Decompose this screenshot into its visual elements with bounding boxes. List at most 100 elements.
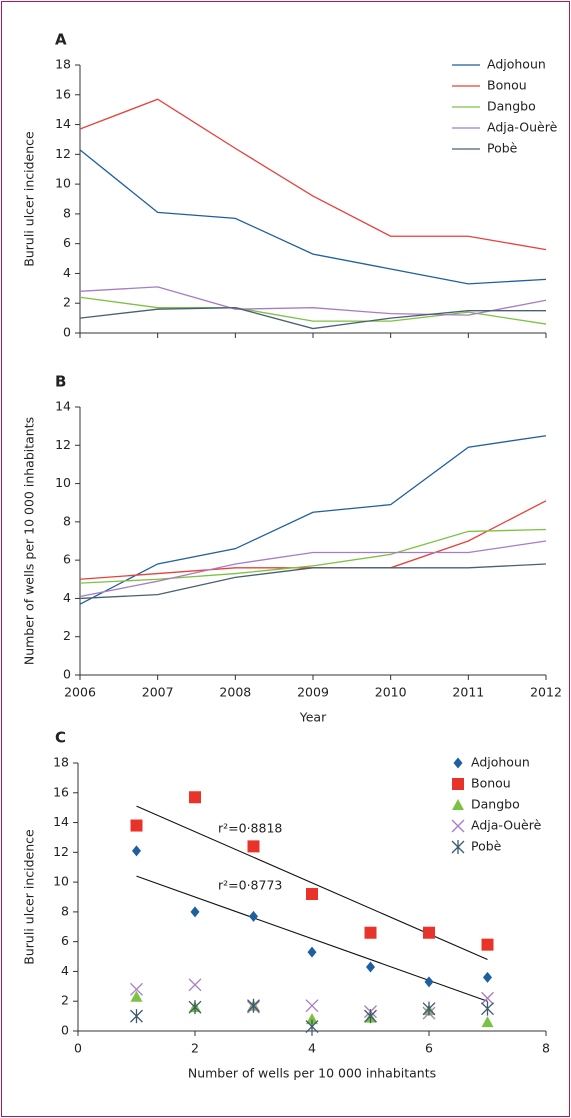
y-tick-label: 6 xyxy=(61,933,69,948)
marker xyxy=(188,978,202,992)
marker xyxy=(305,1019,319,1034)
legend-label: Adja-Ouèrè xyxy=(487,120,558,135)
x-axis-label: Number of wells per 10 000 inhabitants xyxy=(188,1066,436,1081)
y-tick-label: 4 xyxy=(63,590,71,605)
y-tick-label: 14 xyxy=(55,399,71,414)
legend-label: Dangbo xyxy=(471,797,520,812)
legend-swatch xyxy=(451,840,465,854)
y-axis-label: Buruli ulcer incidence xyxy=(22,829,37,965)
marker xyxy=(422,1001,436,1016)
marker xyxy=(481,1016,494,1028)
y-tick-label: 0 xyxy=(63,667,71,682)
marker xyxy=(423,926,435,939)
marker xyxy=(307,946,317,958)
marker xyxy=(247,840,260,853)
marker xyxy=(249,910,258,922)
x-tick-label: 2011 xyxy=(452,685,484,700)
x-tick-label: 2008 xyxy=(219,685,251,700)
x-tick-label: 2012 xyxy=(530,685,562,700)
trendline-label: r²=0·8773 xyxy=(218,878,282,893)
line xyxy=(79,296,547,325)
line xyxy=(79,286,547,316)
y-tick-label: 14 xyxy=(55,116,71,131)
marker xyxy=(481,938,494,951)
marker xyxy=(130,982,143,996)
line xyxy=(79,540,547,598)
marker xyxy=(366,961,375,973)
y-tick-label: 10 xyxy=(55,475,71,490)
legend-swatch xyxy=(451,819,465,833)
legend-swatch xyxy=(452,799,464,810)
marker xyxy=(483,971,492,983)
y-tick-label: 16 xyxy=(55,86,71,101)
marker xyxy=(306,888,318,901)
x-tick-label: 0 xyxy=(74,1041,82,1056)
legend-label: Pobè xyxy=(487,141,518,156)
line xyxy=(79,149,547,285)
legend-label: Bonou xyxy=(471,776,511,791)
marker xyxy=(132,845,141,857)
legend-swatch xyxy=(452,778,464,790)
y-tick-label: 12 xyxy=(55,146,71,161)
x-axis-label: Year xyxy=(299,710,327,725)
y-tick-label: 16 xyxy=(53,784,69,799)
line xyxy=(79,307,546,330)
x-tick-label: 2007 xyxy=(142,685,174,700)
line xyxy=(79,435,547,605)
marker xyxy=(305,999,319,1013)
y-tick-label: 10 xyxy=(53,874,69,889)
y-tick-label: 2 xyxy=(61,993,69,1008)
legend-label: Adjohoun xyxy=(471,755,530,770)
x-tick-label: 8 xyxy=(542,1041,550,1056)
marker xyxy=(130,990,143,1002)
marker xyxy=(306,1013,318,1025)
y-tick-label: 14 xyxy=(53,814,69,829)
marker xyxy=(481,1001,494,1016)
y-tick-label: 2 xyxy=(63,628,71,643)
marker xyxy=(188,1000,202,1015)
y-axis-label: Number of wells per 10 000 inhabitants xyxy=(22,417,37,665)
x-tick-label: 4 xyxy=(308,1041,316,1056)
marker xyxy=(364,926,377,939)
marker xyxy=(247,998,260,1013)
marker xyxy=(364,1009,377,1024)
marker xyxy=(189,791,201,804)
panel-label: C xyxy=(55,729,66,747)
legend-label: Adja-Ouèrè xyxy=(471,818,542,833)
line xyxy=(79,98,547,251)
marker xyxy=(190,906,200,918)
legend-swatch xyxy=(453,757,463,769)
x-tick-label: 2006 xyxy=(64,685,96,700)
legend-label: Bonou xyxy=(487,78,527,93)
legend-label: Pobè xyxy=(471,839,502,854)
marker xyxy=(481,991,494,1005)
trendline-label: r²=0·8818 xyxy=(218,821,282,836)
legend-label: Dangbo xyxy=(487,99,536,114)
panel-label: A xyxy=(55,31,67,49)
y-tick-label: 8 xyxy=(63,513,71,528)
x-tick-label: 2010 xyxy=(375,685,407,700)
panel-label: B xyxy=(55,373,66,391)
y-tick-label: 10 xyxy=(55,176,71,191)
y-tick-label: 18 xyxy=(55,57,71,72)
y-tick-label: 12 xyxy=(55,437,71,452)
y-axis-label: Buruli ulcer incidence xyxy=(22,131,37,267)
y-tick-label: 8 xyxy=(61,903,69,918)
y-tick-label: 18 xyxy=(53,755,69,770)
x-tick-label: 6 xyxy=(425,1041,433,1056)
y-tick-label: 0 xyxy=(63,325,71,340)
y-tick-label: 4 xyxy=(63,265,71,280)
y-tick-label: 0 xyxy=(61,1023,69,1038)
x-tick-label: 2 xyxy=(191,1041,199,1056)
legend-label: Adjohoun xyxy=(487,57,546,72)
x-tick-label: 2009 xyxy=(297,685,329,700)
y-tick-label: 2 xyxy=(63,295,71,310)
line xyxy=(79,528,547,584)
y-tick-label: 12 xyxy=(53,844,69,859)
y-tick-label: 4 xyxy=(61,963,69,978)
marker xyxy=(424,976,434,988)
y-tick-label: 6 xyxy=(63,235,71,250)
marker xyxy=(130,1009,143,1024)
